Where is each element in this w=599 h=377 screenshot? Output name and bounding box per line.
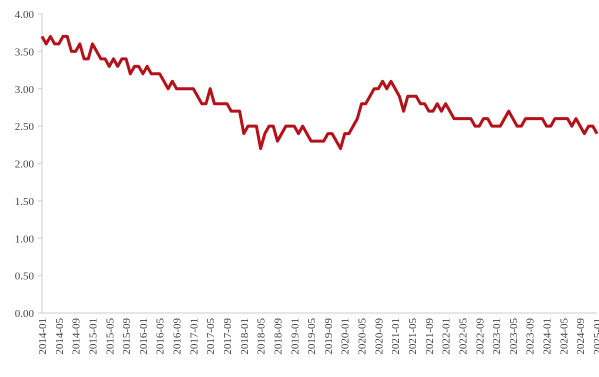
x-tick-label: 2017-05: [205, 318, 217, 355]
x-tick-label: 2020-09: [373, 318, 385, 355]
x-tick-label: 2022-01: [441, 318, 453, 355]
y-tick-label: 3.50: [15, 46, 35, 58]
x-tick-label: 2019-09: [323, 318, 335, 355]
x-tick-label: 2024-05: [558, 318, 570, 355]
x-tick-label: 2017-01: [188, 318, 200, 355]
x-tick-label: 2015-09: [121, 318, 133, 355]
x-tick-label: 2023-05: [508, 318, 520, 355]
x-tick-label: 2016-09: [172, 318, 184, 355]
x-tick-label: 2014-09: [71, 318, 83, 355]
x-tick-label: 2014-01: [37, 318, 49, 355]
x-tick-label: 2023-09: [525, 318, 537, 355]
x-tick-label: 2018-09: [272, 318, 284, 355]
x-tick-label: 2019-01: [289, 318, 301, 355]
x-tick-label: 2021-01: [390, 318, 402, 355]
x-tick-label: 2024-09: [575, 318, 587, 355]
x-tick-label: 2018-01: [239, 318, 251, 355]
x-tick-label: 2015-05: [104, 318, 116, 355]
x-tick-label: 2015-01: [87, 318, 99, 355]
x-tick-label: 2022-05: [457, 318, 469, 355]
line-series: [40, 34, 599, 151]
y-tick-label: 1.00: [15, 233, 35, 245]
x-tick-label: 2025-01: [592, 318, 599, 355]
x-tick-label: 2018-05: [256, 318, 268, 355]
y-tick-label: 3.00: [15, 84, 35, 96]
x-tick-label: 2023-01: [491, 318, 503, 355]
x-tick-label: 2022-09: [474, 318, 486, 355]
y-tick-label: 2.00: [15, 159, 35, 171]
x-tick-label: 2016-05: [155, 318, 167, 355]
y-tick-label: 4.00: [15, 9, 35, 21]
x-tick-label: 2019-05: [306, 318, 318, 355]
x-tick-label: 2017-09: [222, 318, 234, 355]
y-tick-label: 0.50: [15, 271, 35, 283]
x-tick-label: 2014-05: [54, 318, 66, 355]
x-tick-label: 2020-01: [340, 318, 352, 355]
x-tick-label: 2021-09: [424, 318, 436, 355]
y-tick-label: 2.50: [15, 121, 35, 133]
x-tick-label: 2024-01: [542, 318, 554, 355]
x-tick-label: 2021-05: [407, 318, 419, 355]
y-tick-label: 1.50: [15, 196, 35, 208]
x-tick-label: 2020-05: [357, 318, 369, 355]
y-tick-label: 0.00: [15, 308, 35, 320]
x-tick-label: 2016-01: [138, 318, 150, 355]
